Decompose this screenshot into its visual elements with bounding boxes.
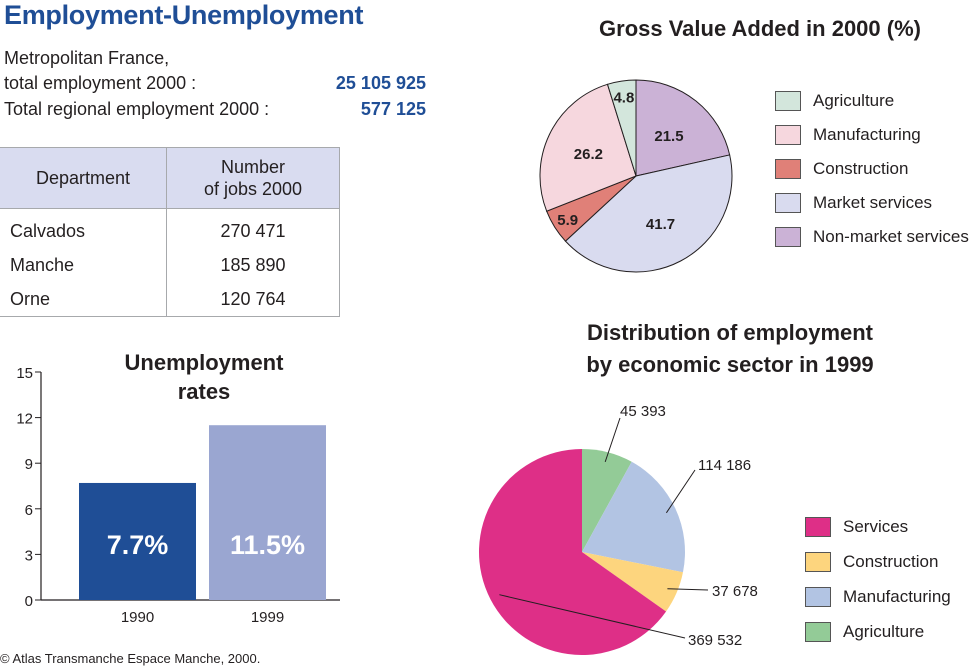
pie-slice-agriculture: [606, 79, 637, 177]
y-tick-label: 6: [25, 502, 33, 519]
table-row: Calvados 270 471: [0, 208, 340, 249]
pie-slice-construction: [582, 552, 683, 612]
legend-swatch: [805, 622, 831, 642]
department-jobs-table: Department Number of jobs 2000 Calvados …: [0, 147, 340, 318]
department-cell: Calvados: [0, 208, 167, 249]
legend-item: Non-market services: [775, 227, 969, 247]
metro-label-line2: total employment 2000 :: [4, 73, 197, 93]
bar-value-label: 11.5%: [230, 530, 305, 560]
department-cell: Orne: [0, 282, 167, 318]
gva-chart-title: Gross Value Added in 2000 (%): [599, 16, 921, 41]
pie-value-label: 37 678: [712, 583, 758, 600]
unemployment-title-line1: Unemployment: [124, 350, 284, 375]
pie-value-label: 41.7: [646, 216, 675, 233]
legend-swatch: [775, 227, 801, 247]
pie-slice-agriculture: [582, 449, 632, 552]
unemployment-title-line2: rates: [177, 379, 231, 404]
legend-swatch: [805, 587, 831, 607]
pie-slice-market-services: [564, 154, 733, 273]
department-cell: Manche: [0, 248, 167, 283]
pie-value-label: 5.9: [557, 212, 578, 229]
column-header-jobs-line2: of jobs 2000: [203, 179, 303, 199]
metro-label-line1: Metropolitan France,: [4, 48, 170, 68]
page-title: Employment-Unemployment: [4, 0, 364, 30]
employment-chart-title: Distribution of employment by economic s…: [530, 317, 930, 381]
legend-item: Agriculture: [775, 91, 894, 111]
pie-value-label: 26.2: [574, 146, 603, 163]
table-row: Orne 120 764: [0, 282, 340, 318]
bar-1999: [209, 425, 326, 600]
legend-label: Market services: [813, 193, 933, 212]
legend-swatch: [775, 91, 801, 111]
pie-slice-manufacturing: [582, 461, 685, 573]
metro-employment-value: 25 105 925: [335, 73, 426, 93]
column-header-jobs: Number of jobs 2000: [166, 147, 340, 209]
x-tick-label: 1990: [121, 609, 154, 626]
leader-line: [665, 469, 696, 514]
legend-label: Manufacturing: [843, 587, 951, 606]
column-header-jobs-line1: Number: [220, 157, 286, 177]
legend-swatch: [805, 517, 831, 537]
legend-swatch: [805, 552, 831, 572]
employment-title-line2: by economic sector in 1999: [586, 352, 874, 377]
pie-value-label: 114 186: [698, 457, 751, 474]
jobs-cell: 185 890: [166, 248, 340, 283]
legend-swatch: [775, 193, 801, 213]
bar-1990: [79, 482, 196, 600]
legend-label: Agriculture: [813, 91, 895, 110]
legend-item: Construction: [775, 159, 908, 179]
legend-item: Agriculture: [805, 622, 924, 642]
legend-label: Construction: [813, 159, 909, 178]
bar-value-label: 7.7%: [107, 530, 169, 560]
regional-label: Total regional employment 2000 :: [4, 99, 270, 119]
legend-swatch: [775, 125, 801, 145]
legend-label: Manufacturing: [813, 125, 921, 144]
x-tick-label: 1999: [251, 609, 284, 626]
pie-value-label: 21.5: [654, 128, 683, 145]
legend-item: Market services: [775, 193, 932, 213]
copyright-note: © Atlas Transmanche Espace Manche, 2000.: [0, 651, 261, 666]
gva-pie-chart: 21.5 41.7 5.9 26.2 4.8: [539, 79, 733, 273]
y-tick-label: 9: [25, 456, 33, 473]
legend-label: Construction: [843, 552, 939, 571]
legend-label: Services: [843, 517, 909, 536]
column-header-department: Department: [0, 147, 167, 209]
pie-value-label: 369 532: [688, 632, 742, 649]
pie-slice-services: [478, 449, 667, 655]
leader-line: [604, 417, 621, 463]
regional-employment-value: 577 125: [360, 99, 426, 119]
legend-label: Agriculture: [843, 622, 925, 641]
legend-item: Services: [805, 517, 908, 537]
leader-line: [667, 588, 709, 591]
y-tick-label: 3: [25, 547, 33, 564]
legend-item: Manufacturing: [805, 587, 951, 607]
unemployment-chart-title: Unemployment rates: [84, 348, 324, 406]
employment-pie-chart: 45 393 114 186 37 678 369 532: [478, 403, 758, 655]
table-header-row: Department Number of jobs 2000: [0, 147, 340, 209]
pie-slice-manufacturing: [539, 83, 637, 212]
pie-value-label: 4.8: [613, 89, 634, 106]
jobs-cell: 270 471: [166, 208, 340, 249]
y-tick-label: 12: [16, 411, 33, 428]
employment-title-line1: Distribution of employment: [587, 320, 873, 345]
pie-value-label: 45 393: [620, 403, 666, 420]
legend-item: Construction: [805, 552, 938, 572]
unemployment-bar-chart: 0 3 6 9 12 15 7.7% 1990 11.5% 1999: [16, 365, 340, 626]
legend-swatch: [775, 159, 801, 179]
y-tick-label: 15: [16, 365, 33, 382]
legend-item: Manufacturing: [775, 125, 921, 145]
leader-line: [499, 594, 686, 639]
legend-label: Non-market services: [813, 227, 969, 246]
y-tick-label: 0: [25, 593, 33, 610]
table-row: Manche 185 890: [0, 248, 340, 283]
pie-slice-non-market-services: [635, 79, 731, 177]
jobs-cell: 120 764: [166, 282, 340, 318]
